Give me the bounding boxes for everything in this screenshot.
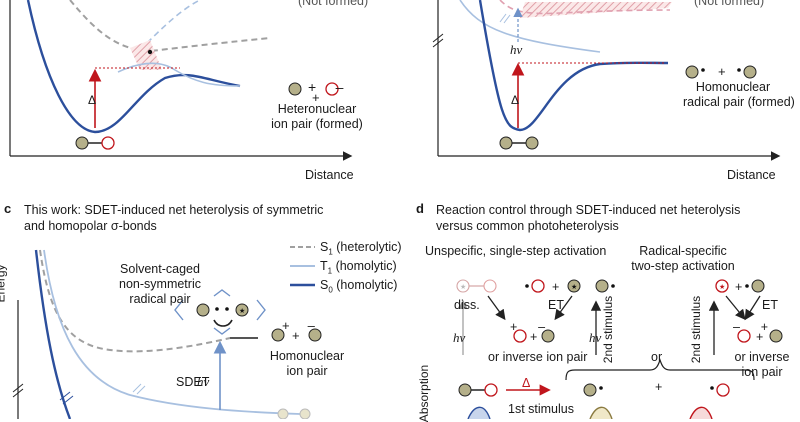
- panel-a-s0-curve: [26, 0, 241, 134]
- svg-text:★: ★: [460, 283, 466, 291]
- panel-c-sdet: SDET: [176, 375, 210, 389]
- panel-c-caged-atom-1: [196, 303, 210, 317]
- panel-c-t1-curve: [43, 249, 301, 415]
- panel-c-plot: ★: [12, 246, 322, 419]
- panel-b-hv: hν: [510, 42, 523, 57]
- panel-a-t1-curve: [139, 0, 201, 51]
- cage-bracket-left: [174, 299, 184, 321]
- panel-a-crossing-dot: [147, 49, 153, 55]
- hv-mid-label: hν: [589, 330, 602, 345]
- panel-c-s1-curve: [39, 249, 255, 353]
- panel-b-hatch: [520, 2, 672, 18]
- panel-c-homonuclear-label: Homonuclear ion pair: [269, 349, 345, 378]
- unspecific-label: Unspecific, single-step activation: [425, 244, 607, 258]
- stimulus-brace: [565, 358, 755, 381]
- panel-b-s0-curve: [478, 0, 669, 132]
- legend-s1: S1 (heterolytic): [320, 240, 402, 257]
- panel-a-atom-left: [75, 136, 89, 150]
- hv-left-label: hν: [453, 330, 466, 345]
- svg-text:★: ★: [719, 283, 725, 291]
- panel-c-ion-2: [308, 328, 322, 342]
- panel-a-ion-anion: [325, 82, 339, 96]
- or-inverse-right: or inverse ion pair: [734, 350, 790, 379]
- panel-b-delta: Δ: [511, 93, 520, 107]
- et-left-label: ET: [548, 298, 564, 312]
- diss-label: diss.: [454, 298, 480, 312]
- panel-c-caged-atom-2: [235, 303, 249, 317]
- panel-a-hatch: [130, 40, 162, 70]
- panel-c-y-label: Energy: [0, 264, 8, 303]
- svg-text:★: ★: [571, 283, 577, 291]
- panel-a-plot: [9, 0, 353, 161]
- or-mid: or: [651, 350, 663, 364]
- panel-c-caged-label: Solvent-caged non-symmetric radical pair: [119, 262, 201, 306]
- panel-a-heteronuclear-label: Heteronuclear ion pair (formed): [271, 102, 363, 131]
- delta-d: Δ: [522, 376, 531, 390]
- panel-b-s1-curve: [499, 0, 671, 15]
- panel-b-radical-2: [743, 65, 757, 79]
- panel-a-upper-curve: [117, 62, 241, 87]
- panel-d-letter: d: [416, 201, 424, 216]
- panel-b-atom-right: [525, 136, 539, 150]
- panel-d-title: Reaction control through SDET-induced ne…: [436, 203, 741, 233]
- panel-c-hv: hν: [197, 374, 210, 389]
- panel-b-x-label: Distance: [727, 168, 776, 182]
- second-stimulus-left: 2nd stimulus: [601, 295, 616, 364]
- svg-text:★: ★: [239, 307, 245, 315]
- or-inverse-left: or inverse ion pair: [488, 350, 588, 364]
- panel-c-title: This work: SDET-induced net heterolysis …: [24, 203, 324, 233]
- panel-c-letter: c: [4, 201, 12, 216]
- panel-a-ion-signs: + –: [308, 79, 344, 95]
- panel-d-scheme: ★ ★ ★: [456, 279, 783, 419]
- second-stimulus-right: 2nd stimulus: [689, 295, 704, 364]
- panel-b-radical-1: [685, 65, 699, 79]
- panel-a-not-formed: (Not formed): [298, 0, 369, 8]
- panel-b-homonuclear-label: Homonuclear radical pair (formed): [683, 80, 795, 109]
- panel-a-delta: Δ: [88, 93, 97, 107]
- panel-b-t1-curve: [459, 0, 601, 53]
- panel-c-s0-curve: [34, 249, 72, 419]
- panel-a-x-label: Distance: [305, 168, 354, 182]
- absorption-label: Absorption: [417, 364, 432, 422]
- legend-t1: T1 (homolytic): [320, 259, 397, 276]
- panel-b-atom-left: [499, 136, 513, 150]
- panel-a-atom-right: [101, 136, 115, 150]
- cage-bracket-right: [256, 299, 266, 321]
- panel-a-ion-cation: [288, 82, 302, 96]
- panel-b-plot: [432, 0, 781, 161]
- first-stimulus-label: 1st stimulus: [508, 402, 574, 416]
- legend-s0: S0 (homolytic): [320, 278, 398, 295]
- radical-specific-label: Radical-specific two-step activation: [631, 244, 735, 273]
- panel-b-not-formed: (Not formed): [694, 0, 765, 8]
- panel-c-ion-1: [271, 328, 285, 342]
- et-right-label: ET: [762, 298, 778, 312]
- panel-a-s1-curve: [69, 0, 271, 52]
